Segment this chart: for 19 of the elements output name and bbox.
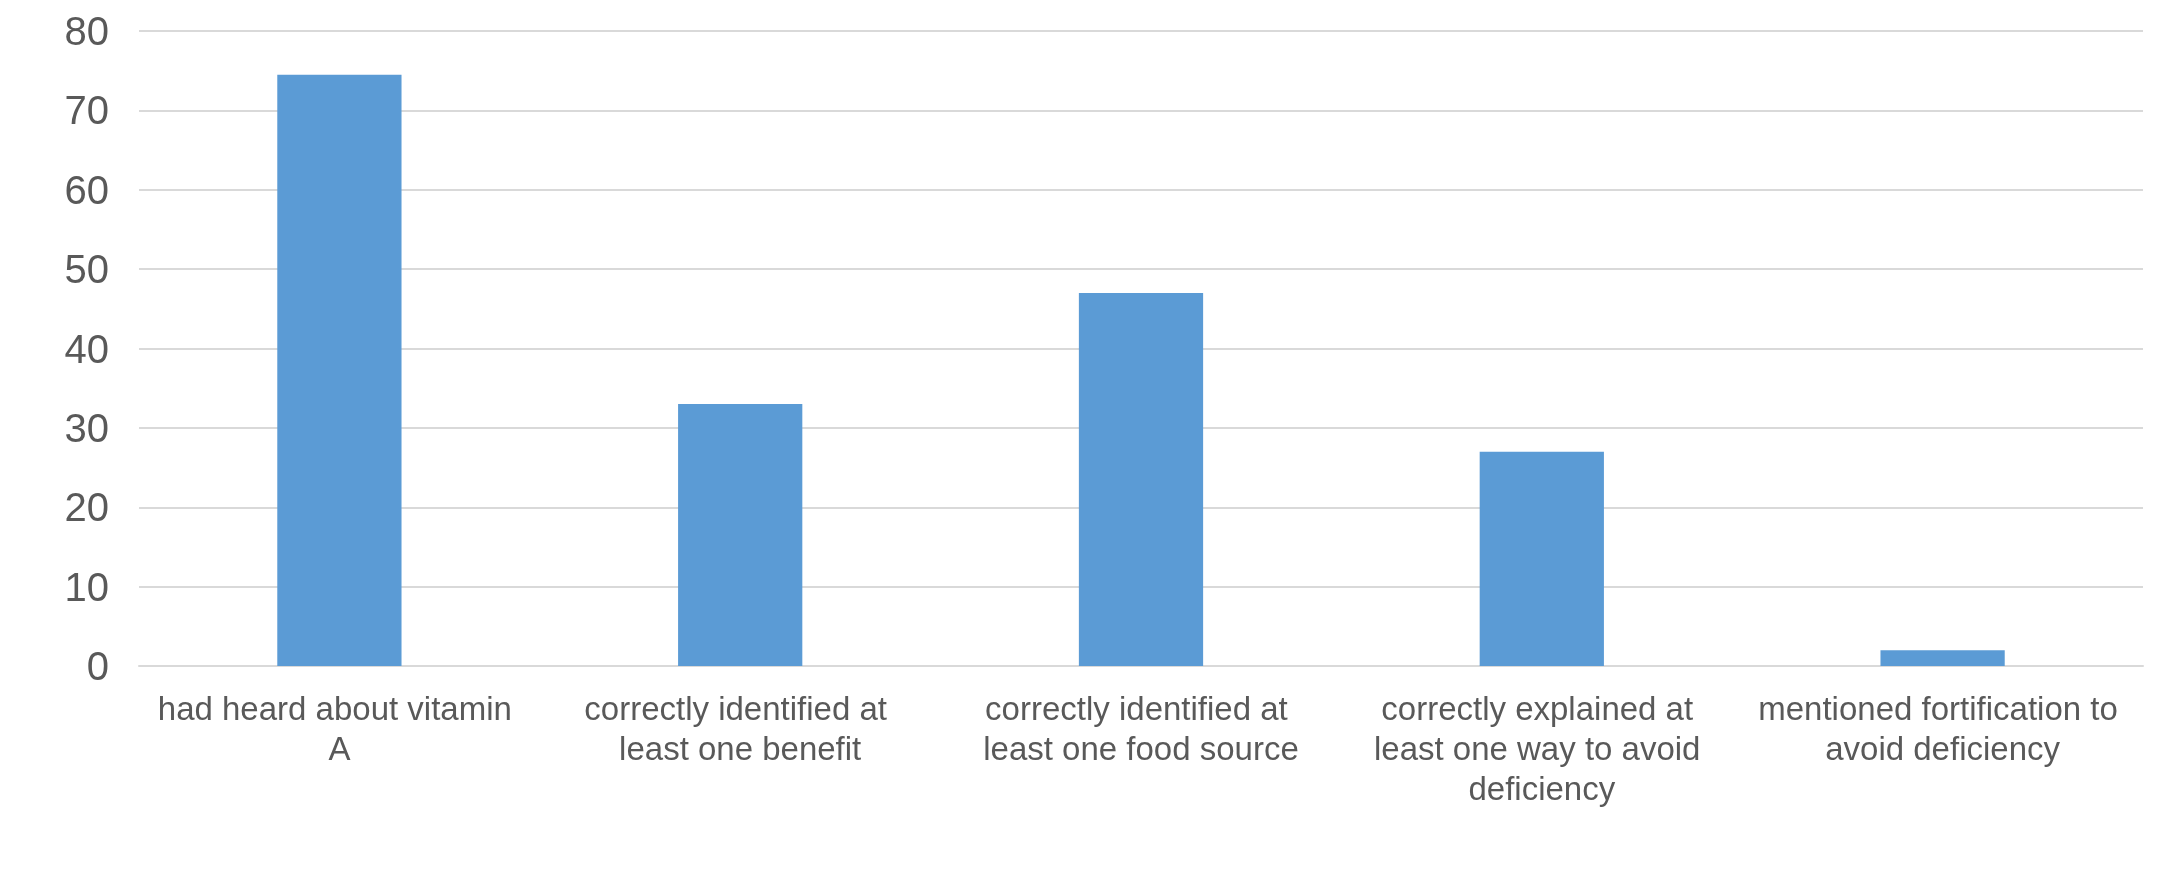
x-tick-label: correctly identified at least one benefit (584, 689, 897, 767)
bar (277, 74, 402, 666)
x-tick-label: correctly identified at least one food source (983, 689, 1299, 767)
bar (678, 404, 803, 666)
y-tick-label: 70 (64, 88, 109, 133)
y-tick-label: 40 (64, 326, 109, 371)
y-tick-label: 60 (64, 167, 109, 212)
bar (1078, 292, 1204, 666)
y-tick-label: 0 (86, 644, 109, 688)
y-tick-label: 10 (64, 564, 109, 609)
x-tick-label: correctly explained at least one way to avoid deficiency (1373, 689, 1710, 807)
y-tick-label: 50 (64, 247, 109, 292)
x-tick-label: had heard about vitamin A (157, 689, 522, 767)
y-tick-label: 20 (64, 485, 109, 530)
bar (1880, 650, 2005, 666)
bar (1479, 451, 1604, 666)
y-tick-label: 80 (64, 9, 109, 53)
x-tick-label: mentioned fortification to avoid deficiency (1758, 689, 2127, 767)
y-tick-label: 30 (64, 405, 109, 450)
